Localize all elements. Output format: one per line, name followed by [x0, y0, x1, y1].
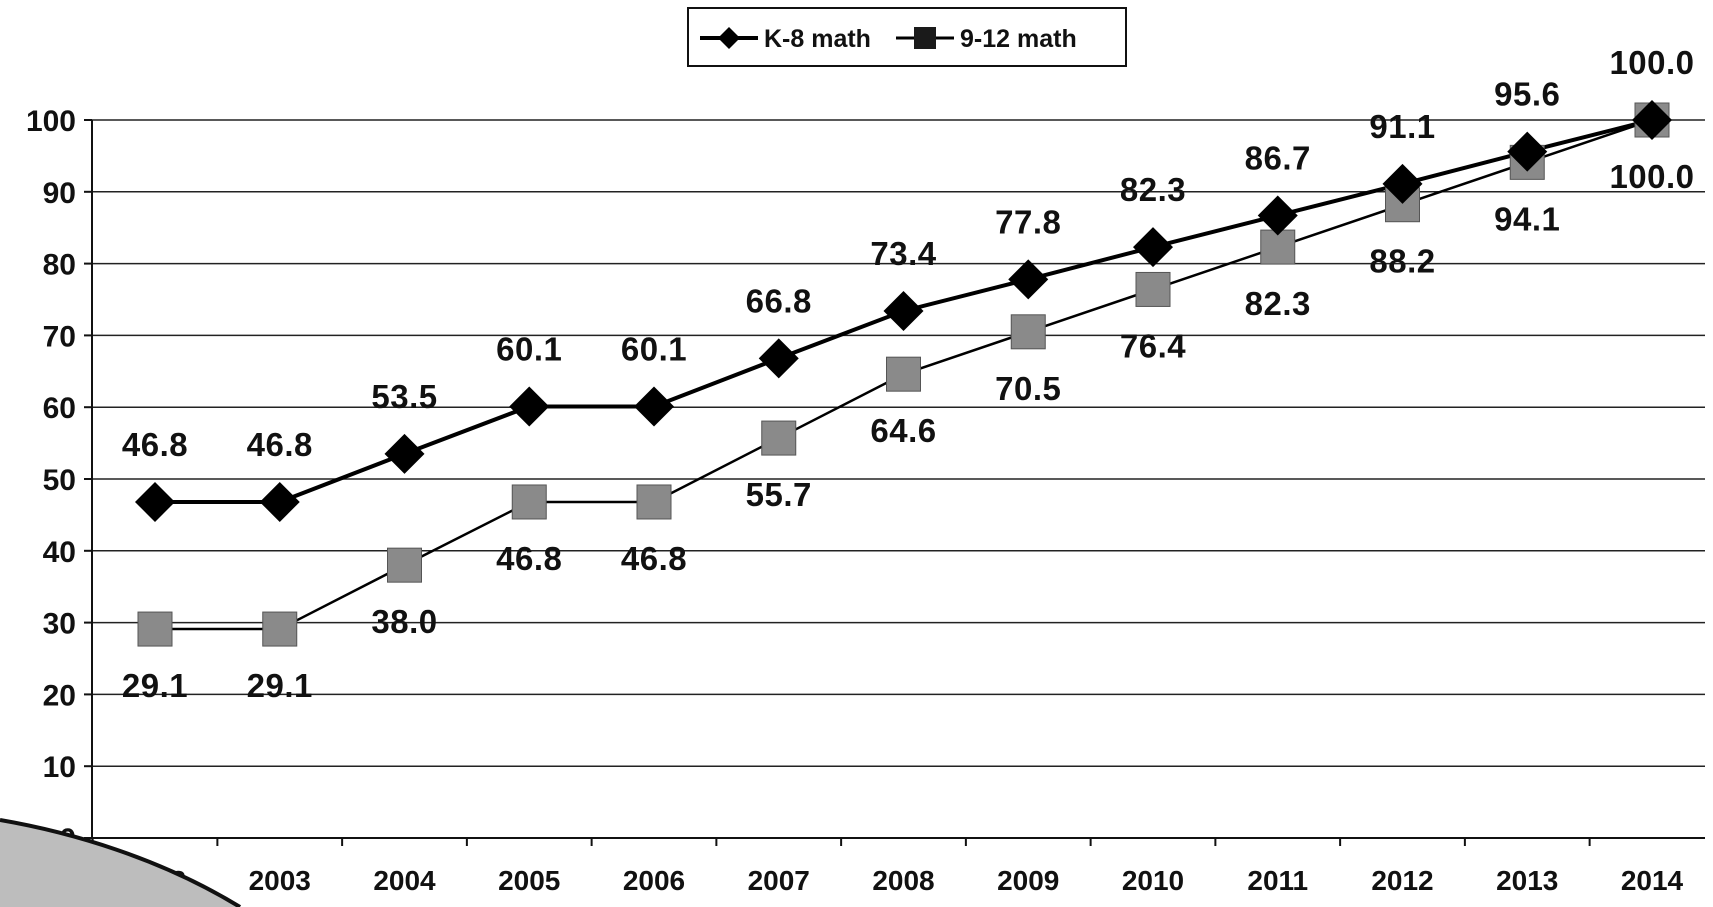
- k8-math-point: [1257, 195, 1298, 236]
- y-tick-label: 10: [43, 751, 76, 784]
- 9-12-math-data-label: 64.6: [870, 412, 936, 449]
- k8-math-point: [135, 481, 175, 522]
- 9-12-math-data-label: 82.3: [1245, 285, 1311, 322]
- x-tick-label: 2004: [373, 865, 436, 896]
- 9-12-math-data-label: 29.1: [122, 667, 188, 704]
- 9-12-math-data-label: 55.7: [746, 476, 812, 513]
- k8-math-point: [883, 290, 924, 331]
- k8-math-data-label: 100.0: [1609, 44, 1694, 81]
- 9-12-math-point: [262, 611, 298, 647]
- y-tick-label: 70: [43, 320, 76, 353]
- 9-12-math-point: [886, 356, 921, 392]
- 9-12-math-point: [1135, 271, 1171, 307]
- y-tick-label: 30: [43, 608, 76, 641]
- corner-swoosh-edge: [0, 818, 242, 907]
- 9-12-math-data-label: 76.4: [1120, 327, 1186, 364]
- 9-12-math-point: [636, 484, 672, 520]
- x-tick-label: 2009: [997, 865, 1059, 896]
- 9-12-math-point: [761, 420, 797, 456]
- k8-math-point: [1008, 259, 1049, 300]
- y-tick-label: 20: [43, 679, 76, 712]
- 9-12-math-data-label: 46.8: [621, 540, 687, 577]
- 9-12-math-data-label: 100.0: [1609, 158, 1694, 195]
- corner-swoosh-decoration: [0, 820, 240, 907]
- 9-12-math-data-label: 29.1: [247, 667, 313, 704]
- x-tick-label: 2003: [249, 865, 311, 896]
- k8-math-data-label: 91.1: [1369, 108, 1435, 145]
- legend-marker-912: [914, 27, 936, 49]
- k8-math-point: [1133, 227, 1173, 268]
- y-tick-labels: 0102030405060708090100: [26, 105, 92, 856]
- y-tick-label: 50: [43, 464, 76, 497]
- data-labels: 46.8 46.8 53.5 60.1 60.1 66.8 73.4 77.8 82.3 86.7…: [122, 44, 1694, 704]
- x-tick-label: 2007: [748, 865, 810, 896]
- x-tick-label: 2012: [1371, 865, 1433, 896]
- legend: K-8 math 9-12 math: [687, 7, 1127, 67]
- k8-math-data-label: 66.8: [746, 282, 812, 319]
- x-tick-labels: 2002200320042005200620072008200920102011…: [91, 838, 1684, 896]
- 9-12-math-data-label: 70.5: [995, 370, 1061, 407]
- x-tick-label: 2011: [1247, 865, 1308, 896]
- k8-math-point: [1507, 131, 1548, 172]
- k8-math-data-label: 60.1: [496, 330, 562, 367]
- series-markers: [135, 100, 1672, 647]
- 9-12-math-data-label: 88.2: [1369, 243, 1435, 280]
- x-tick-label: 2006: [623, 865, 685, 896]
- k8-math-data-label: 53.5: [371, 378, 437, 415]
- k8-math-data-label: 60.1: [621, 330, 687, 367]
- k8-math-point: [259, 481, 300, 522]
- y-tick-label: 80: [43, 249, 76, 282]
- 9-12-math-point: [387, 547, 422, 583]
- k8-math-data-label: 95.6: [1494, 76, 1560, 113]
- k8-math-data-label: 77.8: [995, 203, 1061, 240]
- k8-math-data-label: 46.8: [247, 426, 313, 463]
- y-tick-label: 60: [43, 392, 76, 425]
- grid-lines: [92, 119, 1705, 767]
- 9-12-math-point: [1260, 229, 1296, 265]
- 9-12-math-data-label: 46.8: [496, 540, 562, 577]
- k8-math-data-label: 73.4: [870, 235, 936, 272]
- x-tick-label: 2014: [1621, 865, 1684, 896]
- k8-math-point: [758, 338, 799, 379]
- x-tick-label: 2005: [498, 865, 560, 896]
- 9-12-math-point: [137, 611, 173, 647]
- 9-12-math-data-label: 94.1: [1494, 200, 1560, 237]
- 9-12-math-data-label: 38.0: [371, 603, 437, 640]
- y-tick-label: 100: [26, 105, 76, 138]
- k8-math-point: [1382, 163, 1423, 204]
- k8-math-point: [634, 386, 674, 427]
- x-tick-label: 2010: [1122, 865, 1184, 896]
- k8-math-data-label: 46.8: [122, 426, 188, 463]
- x-tick-label: 2013: [1496, 865, 1558, 896]
- y-tick-label: 40: [43, 536, 76, 569]
- x-tick-label: 2008: [872, 865, 934, 896]
- k8-math-point: [1632, 100, 1672, 140]
- legend-label-912: 9-12 math: [960, 25, 1077, 53]
- 9-12-math-point: [511, 484, 547, 520]
- legend-marker-k8: [718, 27, 740, 49]
- legend-label-k8: K-8 math: [764, 25, 871, 53]
- 9-12-math-point: [1010, 314, 1046, 350]
- k8-math-data-label: 82.3: [1120, 171, 1186, 208]
- k8-math-point: [384, 433, 425, 474]
- k8-math-data-label: 86.7: [1245, 139, 1311, 176]
- y-tick-label: 90: [43, 177, 76, 210]
- k8-math-point: [509, 386, 550, 427]
